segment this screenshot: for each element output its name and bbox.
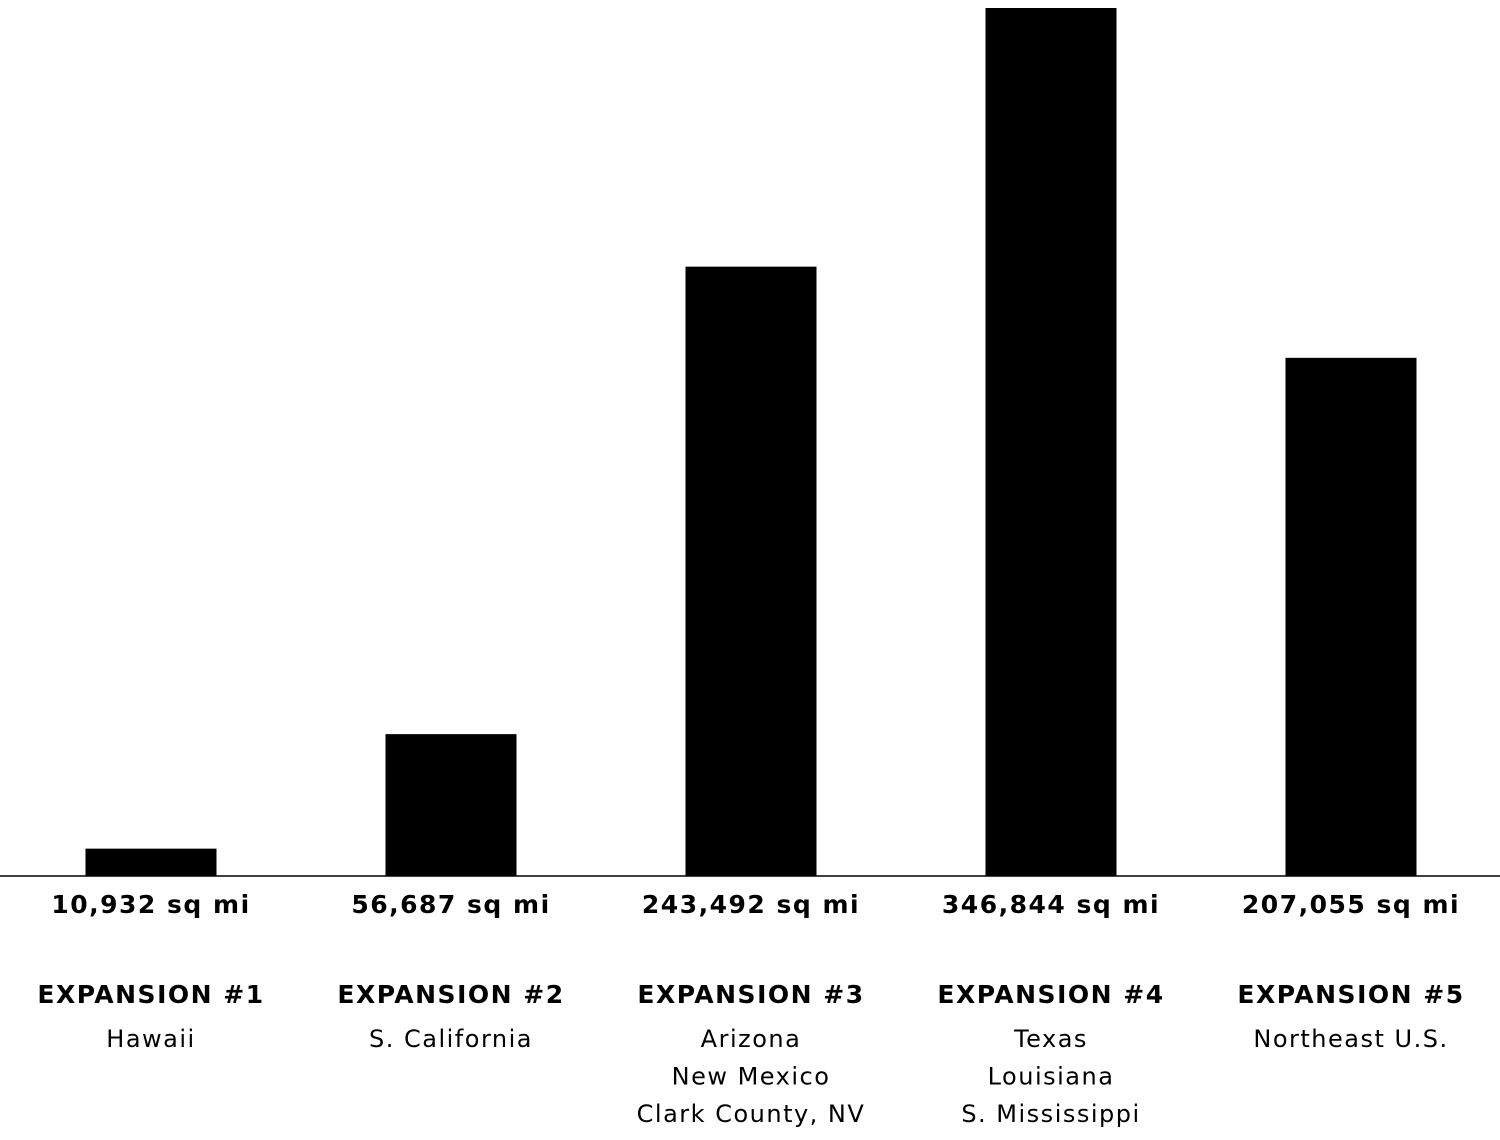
value-label-expansion-2: 56,687 sq mi xyxy=(351,890,550,919)
value-label-expansion-5: 207,055 sq mi xyxy=(1242,890,1460,919)
bar-expansion-1 xyxy=(85,848,217,876)
category-label-expansion-5: EXPANSION #5 xyxy=(1237,980,1464,1009)
region-label-expansion-3-2: New Mexico xyxy=(672,1063,831,1091)
category-label-expansion-4: EXPANSION #4 xyxy=(937,980,1164,1009)
labels-group: 10,932 sq mi EXPANSION #1 Hawaii 56,687 sq … xyxy=(37,890,1464,1128)
region-label-expansion-4-1: Texas xyxy=(1013,1025,1088,1053)
category-label-expansion-3: EXPANSION #3 xyxy=(637,980,864,1009)
region-label-expansion-1-1: Hawaii xyxy=(106,1025,195,1053)
value-label-expansion-4: 346,844 sq mi xyxy=(942,890,1160,919)
region-label-expansion-2-1: S. California xyxy=(369,1025,533,1053)
region-label-expansion-3-1: Arizona xyxy=(701,1025,802,1053)
bar-expansion-2 xyxy=(385,734,517,876)
bars-group xyxy=(85,8,1417,877)
region-label-expansion-3-3: Clark County, NV xyxy=(637,1100,866,1128)
category-label-expansion-2: EXPANSION #2 xyxy=(337,980,564,1009)
region-label-expansion-4-2: Louisiana xyxy=(988,1063,1115,1091)
region-label-expansion-5-1: Northeast U.S. xyxy=(1253,1025,1448,1053)
category-label-expansion-1: EXPANSION #1 xyxy=(37,980,264,1009)
value-label-expansion-1: 10,932 sq mi xyxy=(51,890,250,919)
bar-expansion-5 xyxy=(1285,357,1417,877)
region-label-expansion-4-3: S. Mississippi xyxy=(961,1100,1140,1128)
value-label-expansion-3: 243,492 sq mi xyxy=(642,890,860,919)
bar-expansion-3 xyxy=(685,266,817,876)
bar-expansion-4 xyxy=(985,8,1117,876)
